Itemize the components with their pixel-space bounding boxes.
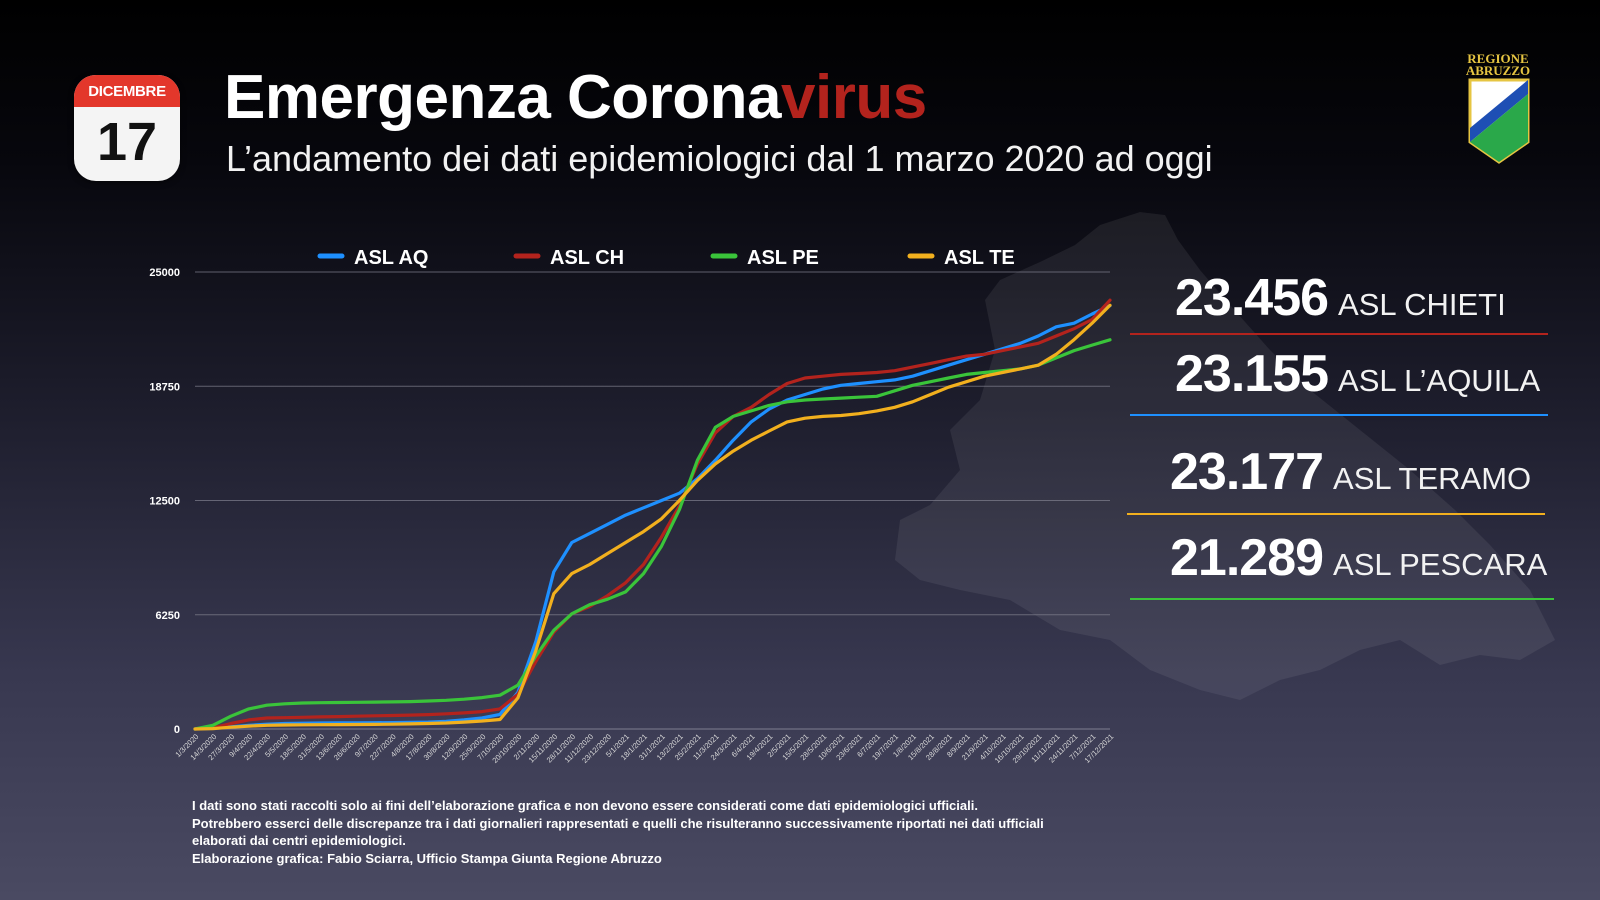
logo-text-line2: ABRUZZO (1465, 63, 1531, 78)
calendar-month: DICEMBRE (74, 75, 180, 107)
page-title: Emergenza Coronavirus (224, 62, 927, 133)
y-tick-label: 18750 (149, 381, 180, 393)
chart-grid: 250001875012500625001/3/202014/3/202027/… (149, 267, 1115, 765)
stat-label: ASL PESCARA (1333, 547, 1548, 582)
stat-label: ASL TERAMO (1333, 461, 1532, 496)
series-line-asl-te (193, 303, 1112, 731)
title-main: Emergenza Corona (224, 63, 782, 132)
chart-legend: ASL AQ ASL CH ASL PE ASL TE (317, 247, 1015, 269)
chart-series-group (193, 298, 1112, 731)
stat-underline-laquila (1130, 414, 1548, 416)
legend-label: ASL CH (550, 247, 624, 269)
regione-abruzzo-logo: REGIONE ABRUZZO (1458, 52, 1538, 164)
legend-label: ASL AQ (354, 247, 428, 269)
stat-value: 23.155 (1175, 345, 1329, 403)
title-accent: virus (781, 63, 927, 132)
stat-asl-teramo: 23.177 ASL TERAMO (1170, 442, 1531, 502)
legend-label: ASL PE (747, 247, 819, 269)
y-tick-label: 12500 (149, 496, 180, 508)
series-line-asl-aq (193, 304, 1112, 731)
footnote-line: Potrebbero esserci delle discrepanze tra… (192, 815, 1044, 831)
stat-underline-pescara (1130, 598, 1554, 600)
logo-text-line1: REGIONE (1467, 51, 1529, 66)
legend-label: ASL TE (944, 247, 1015, 269)
series-line-asl-pe (193, 338, 1112, 731)
stat-underline-teramo (1127, 513, 1545, 515)
stat-value: 23.177 (1170, 443, 1324, 501)
footnote: I dati sono stati raccolti solo ai fini … (192, 797, 1092, 867)
footnote-line: elaborati dai centri epidemiologici. (192, 833, 406, 848)
stat-asl-pescara: 21.289 ASL PESCARA (1170, 528, 1547, 588)
calendar-day: 17 (96, 112, 158, 172)
footnote-line: Elaborazione grafica: Fabio Sciarra, Uff… (192, 850, 662, 866)
y-tick-label: 0 (174, 724, 180, 736)
abruzzo-shield-icon (1468, 78, 1530, 164)
stat-label: ASL L’AQUILA (1338, 363, 1541, 398)
stat-asl-chieti: 23.456 ASL CHIETI (1175, 268, 1506, 328)
series-line-asl-ch (193, 298, 1112, 731)
y-tick-label: 25000 (149, 267, 180, 279)
footnote-line: I dati sono stati raccolti solo ai fini … (192, 798, 978, 813)
stat-underline-chieti (1130, 333, 1548, 335)
stat-asl-laquila: 23.155 ASL L’AQUILA (1175, 344, 1540, 404)
y-tick-label: 6250 (156, 610, 180, 622)
calendar-icon: DICEMBRE 17 (74, 75, 180, 181)
stat-value: 23.456 (1175, 269, 1329, 327)
stat-value: 21.289 (1170, 529, 1324, 587)
page-subtitle: L’andamento dei dati epidemiologici dal … (226, 138, 1213, 179)
stat-label: ASL CHIETI (1338, 287, 1506, 322)
